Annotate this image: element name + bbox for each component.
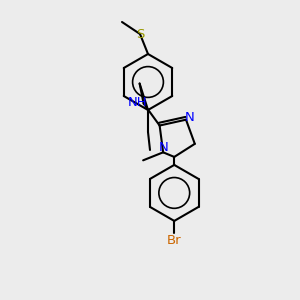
Text: N: N [158,141,168,154]
Text: Br: Br [167,234,182,248]
Text: NH: NH [128,96,147,109]
Text: N: N [185,111,195,124]
Text: S: S [136,28,144,40]
